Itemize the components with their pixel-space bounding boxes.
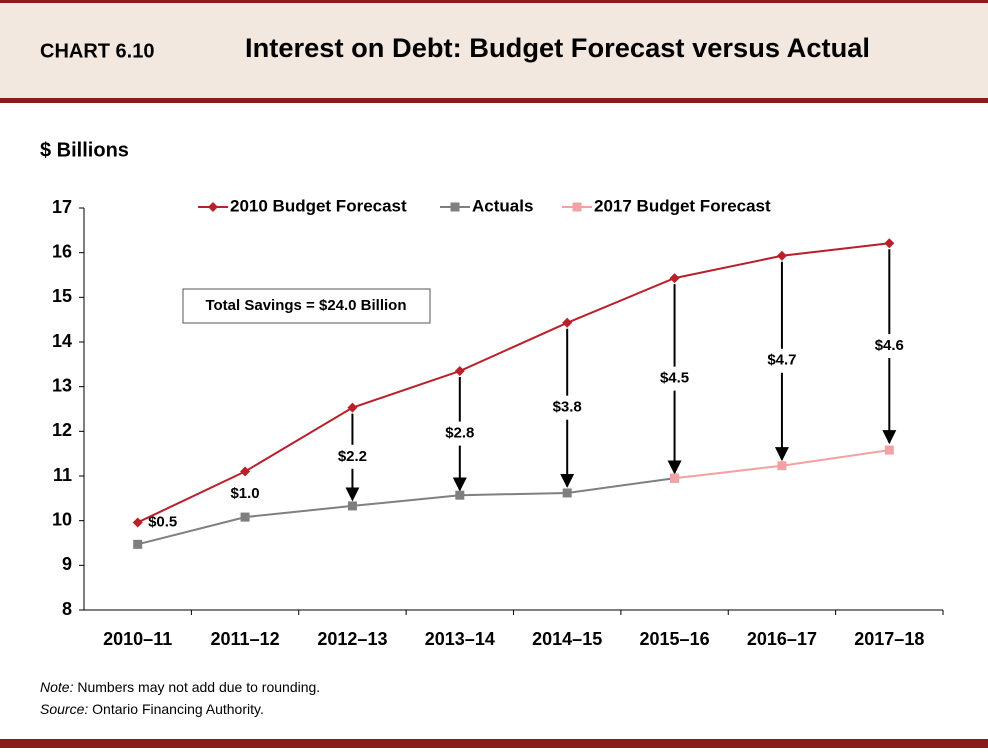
data-point <box>455 490 465 500</box>
x-tick-label: 2013–14 <box>425 629 495 649</box>
x-tick-label: 2012–13 <box>317 629 387 649</box>
savings-label: $1.0 <box>230 485 259 502</box>
data-point <box>669 273 680 284</box>
legend-label: 2010 Budget Forecast <box>230 196 407 215</box>
note: Note: Numbers may not add due to roundin… <box>40 679 320 695</box>
data-point <box>562 317 573 328</box>
savings-label-bg <box>332 444 373 469</box>
note-label: Note: <box>40 679 74 695</box>
y-axis-title: $ Billions <box>40 139 129 161</box>
savings-label: $4.6 <box>875 337 904 354</box>
y-tick-label: 11 <box>53 465 72 485</box>
chart-number: CHART 6.10 <box>40 40 154 62</box>
source: Source: Ontario Financing Authority. <box>40 701 264 717</box>
chart-title: Interest on Debt: Budget Forecast versus… <box>245 33 870 63</box>
y-tick-label: 10 <box>52 509 72 529</box>
x-tick-label: 2014–15 <box>532 629 602 649</box>
savings-label: $4.7 <box>767 352 796 369</box>
data-point <box>454 366 465 377</box>
series-line <box>137 242 890 524</box>
note-text: Numbers may not add due to rounding. <box>77 679 320 695</box>
y-tick-label: 9 <box>62 554 72 574</box>
savings-label-bg <box>869 334 910 359</box>
source-text: Ontario Financing Authority. <box>92 701 264 717</box>
y-tick-label: 16 <box>52 241 72 261</box>
savings-label: $0.5 <box>148 513 177 530</box>
footer-rule <box>0 739 988 748</box>
legend-label: Actuals <box>472 196 533 215</box>
data-point <box>776 250 787 261</box>
x-tick-label: 2011–12 <box>211 629 280 649</box>
y-tick-label: 13 <box>52 375 72 395</box>
legend-marker <box>450 202 460 212</box>
savings-label: $2.2 <box>338 448 367 465</box>
savings-label-bg <box>654 366 695 391</box>
savings-label-bg <box>547 395 588 420</box>
legend-marker <box>208 202 218 212</box>
savings-label-bg <box>439 421 480 446</box>
data-point <box>132 517 143 528</box>
savings-label: $2.8 <box>445 425 474 442</box>
header-rule <box>0 98 988 103</box>
x-tick-label: 2010–11 <box>103 629 172 649</box>
legend-marker <box>572 202 582 212</box>
data-point <box>777 461 787 471</box>
source-label: Source: <box>40 701 88 717</box>
savings-label: $3.8 <box>553 399 582 416</box>
data-point <box>347 402 358 413</box>
savings-label: $4.5 <box>660 370 689 387</box>
data-point <box>240 512 250 522</box>
header-top-rule <box>0 0 988 3</box>
legend-label: 2017 Budget Forecast <box>594 196 771 215</box>
data-point <box>133 539 143 549</box>
annotation: Total Savings = $24.0 Billion <box>205 297 406 314</box>
header-band <box>0 0 988 100</box>
y-tick-label: 14 <box>52 331 72 351</box>
savings-label-bg <box>761 348 802 373</box>
data-point <box>240 466 251 477</box>
y-tick-label: 8 <box>62 599 72 619</box>
series-line <box>137 477 675 546</box>
data-point <box>670 473 680 483</box>
y-tick-label: 17 <box>52 197 72 217</box>
x-tick-label: 2016–17 <box>747 629 817 649</box>
data-point <box>884 238 895 249</box>
data-point <box>884 445 894 455</box>
x-tick-label: 2015–16 <box>640 629 710 649</box>
y-tick-label: 15 <box>52 286 72 306</box>
data-point <box>347 501 357 511</box>
x-tick-label: 2017–18 <box>854 629 924 649</box>
y-tick-label: 12 <box>52 420 72 440</box>
data-point <box>562 488 572 498</box>
annotation-box <box>182 288 431 324</box>
